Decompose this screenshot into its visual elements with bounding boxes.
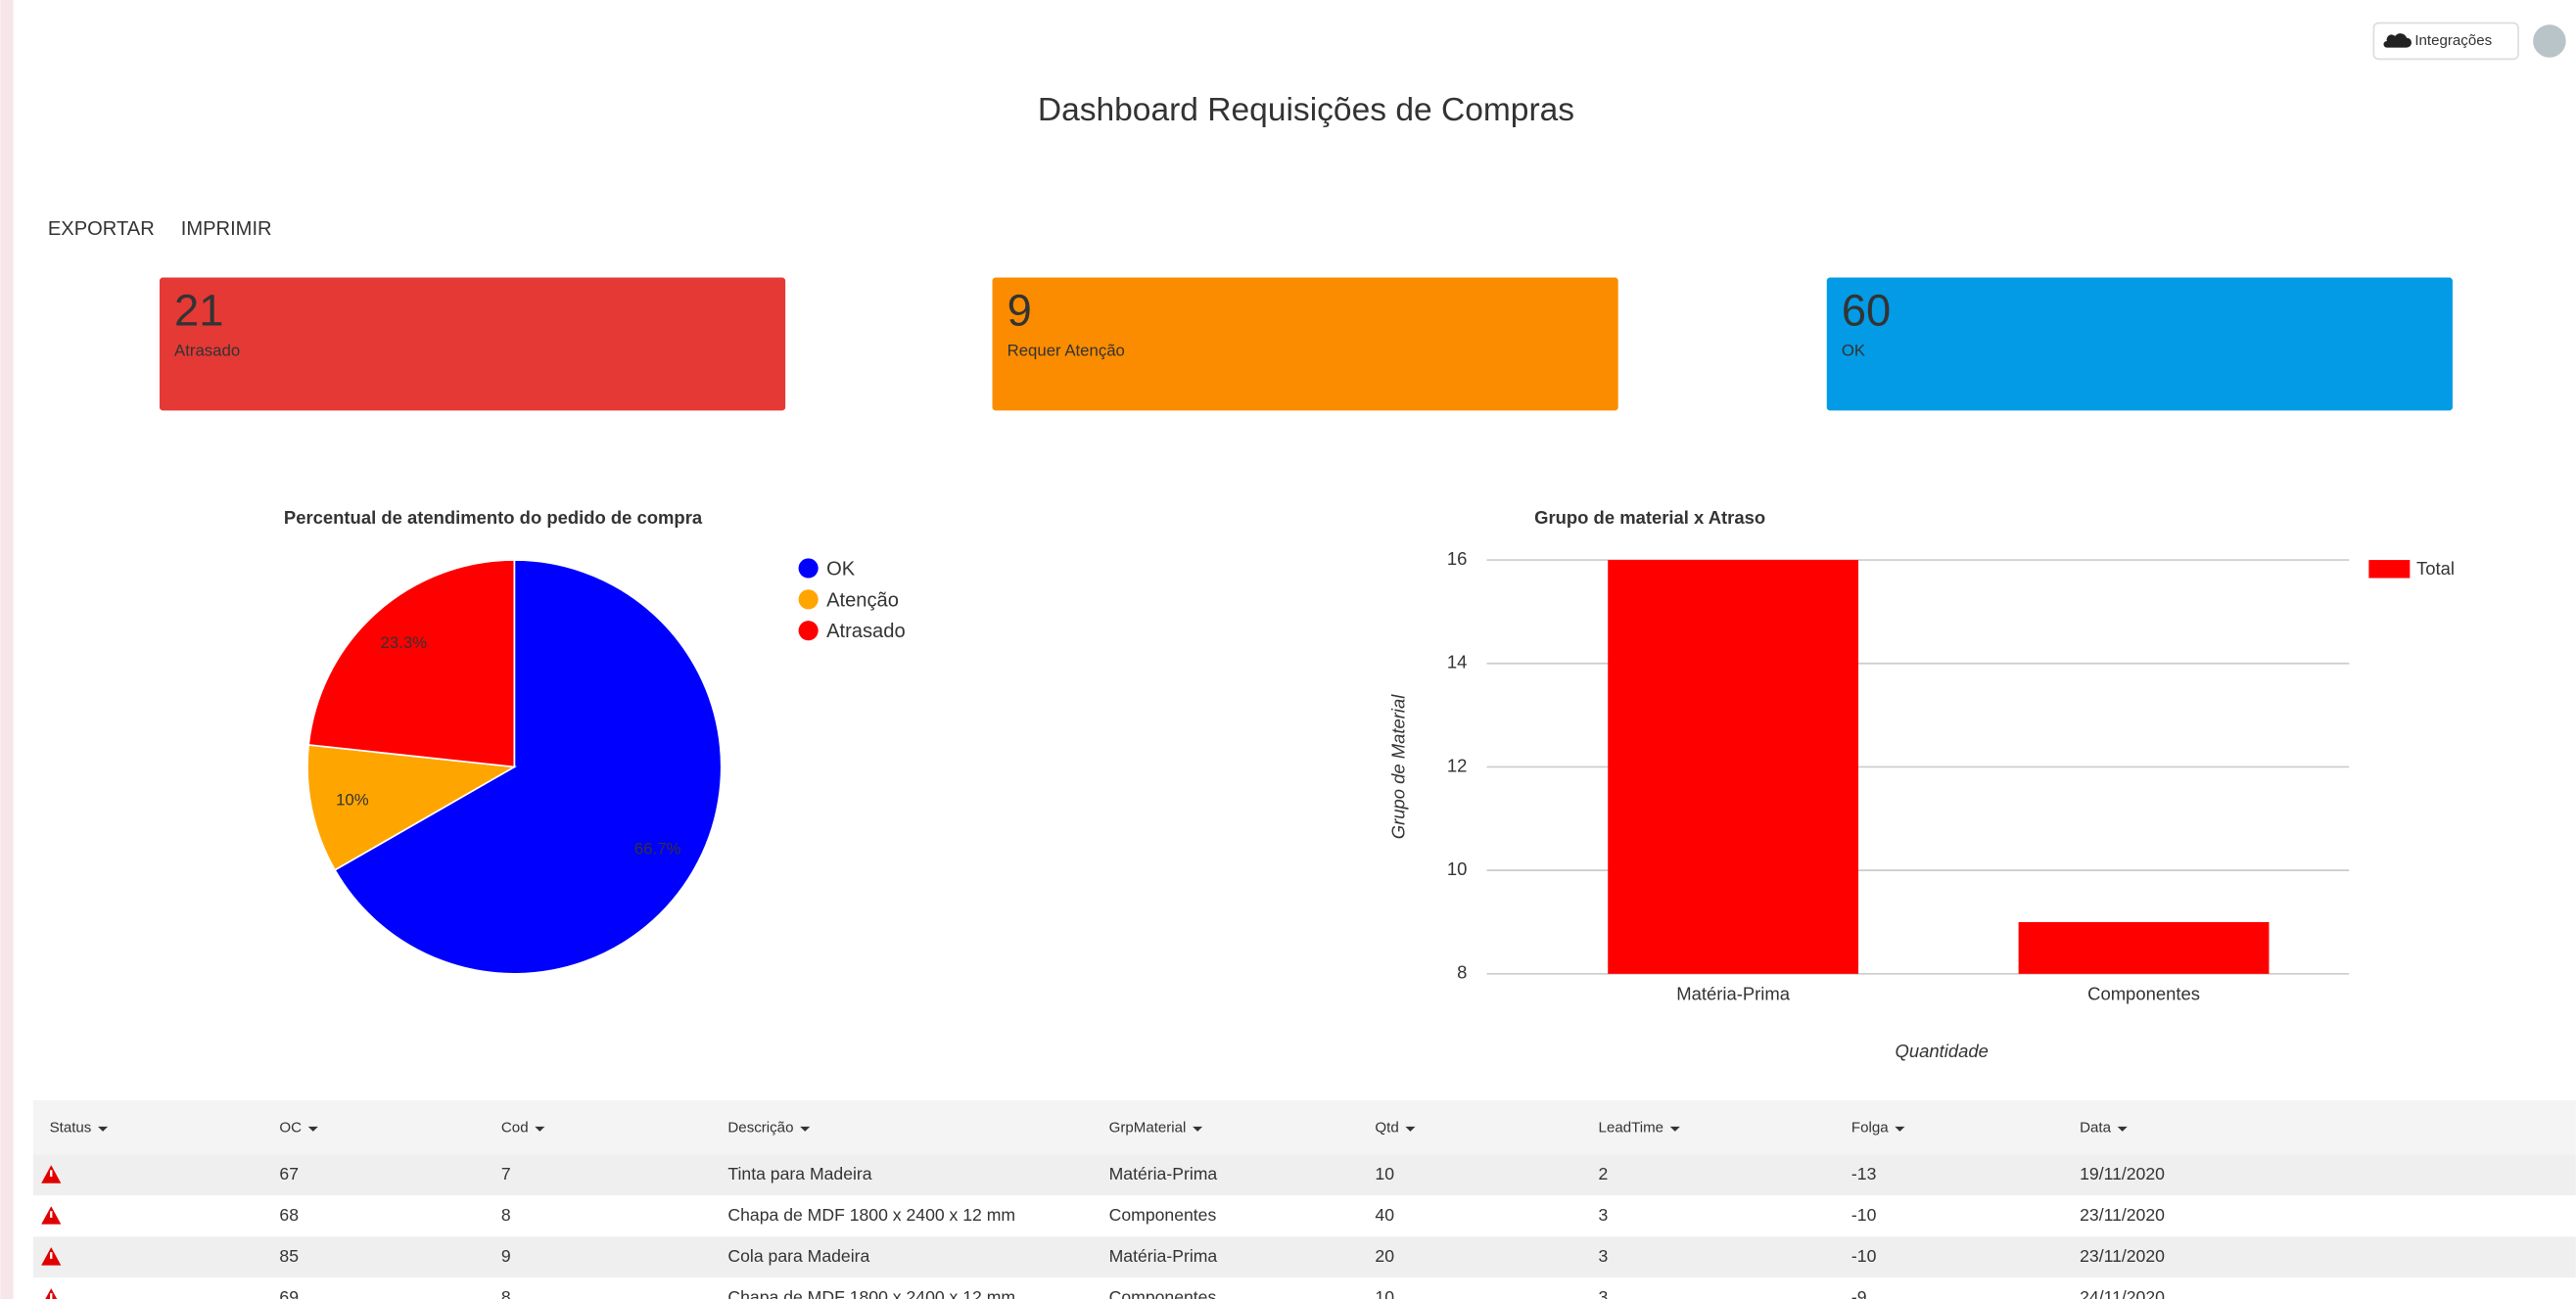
chart-title: Percentual de atendimento do pedido de c… xyxy=(284,507,703,528)
table-row-bg xyxy=(33,1154,2576,1195)
table-cell: Chapa de MDF 1800 x 2400 x 12 mm xyxy=(727,1287,1015,1299)
table-cell: 8 xyxy=(501,1205,511,1225)
column-header[interactable]: LeadTime xyxy=(1599,1120,1664,1137)
table-cell: -10 xyxy=(1851,1205,1877,1225)
table-cell: 24/11/2020 xyxy=(2080,1287,2165,1299)
table-cell: 3 xyxy=(1599,1246,1609,1266)
column-header[interactable]: Folga xyxy=(1851,1120,1889,1137)
table-cell: 2 xyxy=(1599,1164,1609,1183)
table-cell: 7 xyxy=(501,1164,511,1183)
edge xyxy=(0,0,13,1299)
table-row-bg xyxy=(33,1195,2576,1236)
table-cell: 9 xyxy=(501,1246,511,1266)
legend-label: Atenção xyxy=(826,589,899,611)
table-cell: 67 xyxy=(279,1164,299,1183)
legend-swatch xyxy=(799,589,819,609)
y-axis-title: Grupo de Material xyxy=(1387,694,1408,839)
table-row-bg xyxy=(33,1277,2576,1299)
y-tick-label: 8 xyxy=(1457,962,1467,983)
bar xyxy=(1608,560,1858,974)
column-header[interactable]: Status xyxy=(50,1120,92,1137)
table-cell: Matéria-Prima xyxy=(1109,1164,1218,1183)
x-tick-label: Componentes xyxy=(2087,984,2200,1004)
slice-label: 23.3% xyxy=(381,633,428,652)
legend-label: OK xyxy=(826,558,856,580)
table-cell: 69 xyxy=(279,1287,299,1299)
slice-label: 10% xyxy=(336,791,369,810)
table-cell: 23/11/2020 xyxy=(2080,1205,2165,1225)
kpi-card xyxy=(1827,278,2453,411)
kpi-value: 21 xyxy=(174,285,223,335)
table-cell: 19/11/2020 xyxy=(2080,1164,2165,1183)
x-axis-title: Quantidade xyxy=(1896,1041,1989,1061)
page: Integrações Dashboard Requisições de Com… xyxy=(0,0,2576,1299)
table-cell: 23/11/2020 xyxy=(2080,1246,2165,1266)
column-header[interactable]: OC xyxy=(279,1120,302,1137)
kpi-value: 60 xyxy=(1842,285,1891,335)
action-button[interactable]: IMPRIMIR xyxy=(181,218,272,240)
chart-title: Grupo de material x Atraso xyxy=(1534,507,1765,528)
kpi-label: OK xyxy=(1842,341,1865,359)
status-icon-mark xyxy=(50,1252,52,1259)
kpi-label: Requer Atenção xyxy=(1007,341,1125,359)
table-cell: -9 xyxy=(1851,1287,1867,1299)
y-tick-label: 12 xyxy=(1447,755,1468,775)
action-button[interactable]: EXPORTAR xyxy=(48,218,155,240)
table-cell: 85 xyxy=(279,1246,299,1266)
y-tick-label: 16 xyxy=(1447,548,1468,569)
legend-label: Atrasado xyxy=(826,621,906,642)
kpi-card xyxy=(160,278,785,411)
table-cell: 3 xyxy=(1599,1205,1609,1225)
table-cell: Componentes xyxy=(1109,1287,1217,1299)
x-tick-label: Matéria-Prima xyxy=(1676,984,1791,1004)
y-tick-label: 10 xyxy=(1447,858,1468,879)
column-header[interactable]: Cod xyxy=(501,1120,529,1137)
page-title: Dashboard Requisições de Compras xyxy=(1038,92,1574,128)
avatar[interactable] xyxy=(2533,24,2566,58)
status-icon-mark xyxy=(50,1293,52,1299)
table-cell: 3 xyxy=(1599,1287,1609,1299)
column-header[interactable]: Qtd xyxy=(1375,1120,1398,1137)
table-cell: Chapa de MDF 1800 x 2400 x 12 mm xyxy=(727,1205,1015,1225)
table-cell: 20 xyxy=(1375,1246,1394,1266)
integrations-button[interactable]: Integrações xyxy=(2373,23,2518,59)
kpi-label: Atrasado xyxy=(174,341,240,359)
button-label[interactable]: Integrações xyxy=(2414,32,2492,49)
table-cell: Cola para Madeira xyxy=(727,1246,869,1266)
table-header-bg xyxy=(33,1100,2576,1154)
table-cell: 40 xyxy=(1375,1205,1394,1225)
column-header[interactable]: GrpMaterial xyxy=(1109,1120,1187,1137)
column-header[interactable]: Data xyxy=(2080,1120,2111,1137)
table-row-bg xyxy=(33,1236,2576,1277)
table-cell: 8 xyxy=(501,1287,511,1299)
table-cell: -13 xyxy=(1851,1164,1877,1183)
table-cell: Matéria-Prima xyxy=(1109,1246,1218,1266)
status-icon-mark xyxy=(50,1211,52,1218)
table-cell: 10 xyxy=(1375,1164,1394,1183)
kpi-value: 9 xyxy=(1007,285,1032,335)
legend-swatch xyxy=(799,558,819,578)
legend-swatch xyxy=(2368,560,2410,578)
table-cell: Componentes xyxy=(1109,1205,1217,1225)
slice-label: 66.7% xyxy=(634,840,681,858)
legend-swatch xyxy=(799,621,819,640)
column-header[interactable]: Descrição xyxy=(727,1120,793,1137)
table-cell: Tinta para Madeira xyxy=(727,1164,871,1183)
dashboard: Integrações Dashboard Requisições de Com… xyxy=(0,0,2576,1299)
bar xyxy=(2019,922,2270,974)
legend-label: Total xyxy=(2416,558,2455,579)
y-tick-label: 14 xyxy=(1447,652,1468,673)
table-cell: -10 xyxy=(1851,1246,1877,1266)
status-icon-mark xyxy=(50,1170,52,1177)
table-cell: 10 xyxy=(1375,1287,1394,1299)
table-cell: 68 xyxy=(279,1205,299,1225)
